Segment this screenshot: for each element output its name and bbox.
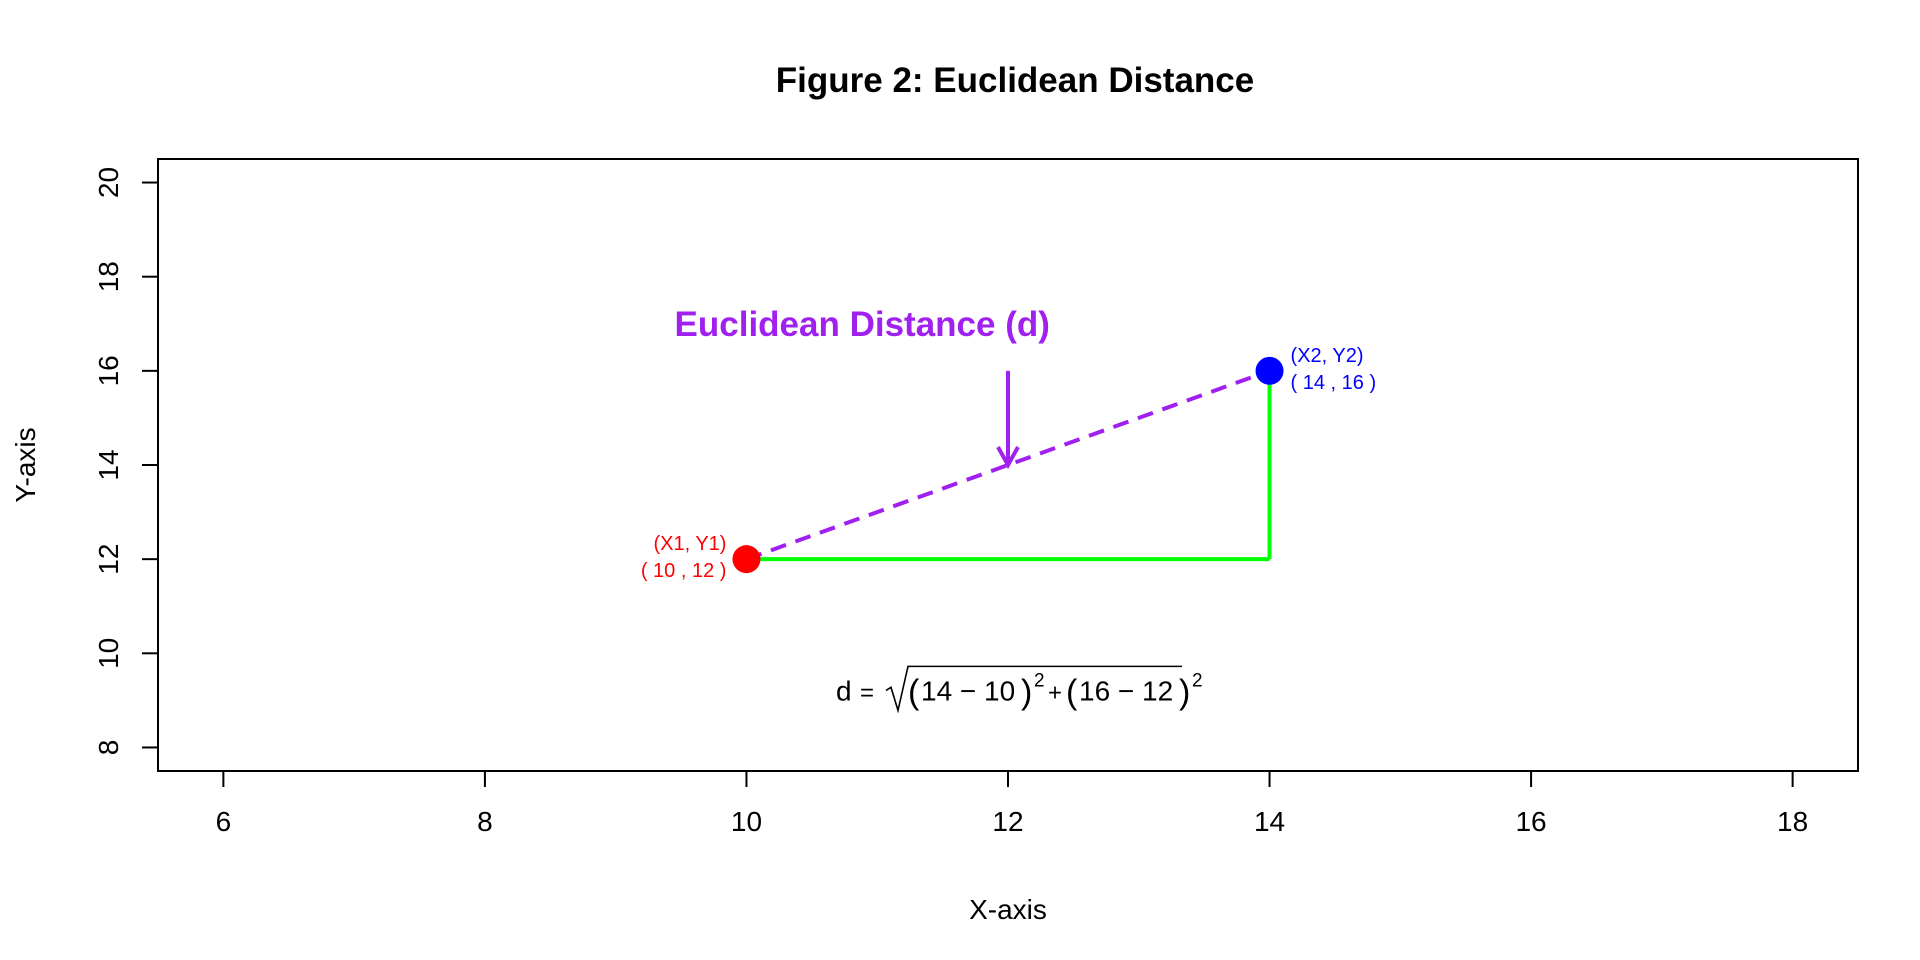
- data-point: [1255, 356, 1284, 385]
- point-coords: ( 10 , 12 ): [641, 560, 727, 582]
- x-axis: 6 8 10 12 14 16 18: [216, 770, 1808, 837]
- x-tick-label: 18: [1777, 806, 1808, 837]
- distance-annotation: Euclidean Distance (d): [675, 305, 1050, 344]
- formula-term-1: 14 − 10: [921, 675, 1015, 706]
- formula-paren: ): [1021, 673, 1032, 711]
- x-tick-label: 12: [992, 806, 1023, 837]
- y-tick-label: 16: [93, 355, 124, 386]
- formula-paren: (: [908, 673, 920, 711]
- x-tick-label: 16: [1515, 806, 1546, 837]
- formula-exponent: 2: [1192, 670, 1203, 691]
- formula-lhs: d: [836, 675, 852, 706]
- formula-term-2: 16 − 12: [1079, 675, 1173, 706]
- series-layer: (X1, Y1) ( 10 , 12 ) (X2, Y2) ( 14 , 16 ) Eu…: [641, 305, 1377, 714]
- x-axis-label: X-axis: [969, 894, 1047, 925]
- x-tick-label: 14: [1254, 806, 1285, 837]
- y-axis: 8 10 12 14 16 18 20: [93, 167, 159, 756]
- formula-paren: (: [1066, 673, 1078, 711]
- y-tick-label: 18: [93, 261, 124, 292]
- formula-exponent: 2: [1034, 670, 1045, 691]
- y-tick-label: 10: [93, 638, 124, 669]
- distance-formula: d =(14 − 10) 2 +(16 − 12) 2: [836, 665, 1203, 714]
- formula-paren: ): [1179, 673, 1190, 711]
- data-point: [732, 545, 761, 574]
- formula-radical: [885, 665, 1182, 714]
- point-coords: ( 14 , 16 ): [1291, 372, 1377, 394]
- y-tick-label: 14: [93, 449, 124, 480]
- y-tick-label: 8: [93, 740, 124, 756]
- x-tick-label: 8: [477, 806, 493, 837]
- formula-plus: +: [1048, 679, 1062, 706]
- y-axis-label: Y-axis: [10, 427, 41, 502]
- chart-title: Figure 2: Euclidean Distance: [776, 61, 1254, 100]
- formula-equals: =: [860, 679, 874, 706]
- y-tick-label: 20: [93, 167, 124, 198]
- arrow-head: [996, 446, 1020, 470]
- point-label: (X1, Y1): [653, 533, 726, 555]
- x-tick-label: 6: [216, 806, 232, 837]
- y-tick-label: 12: [93, 544, 124, 575]
- x-tick-label: 10: [731, 806, 762, 837]
- point-label: (X2, Y2): [1291, 345, 1364, 367]
- distance-line: [745, 368, 1271, 562]
